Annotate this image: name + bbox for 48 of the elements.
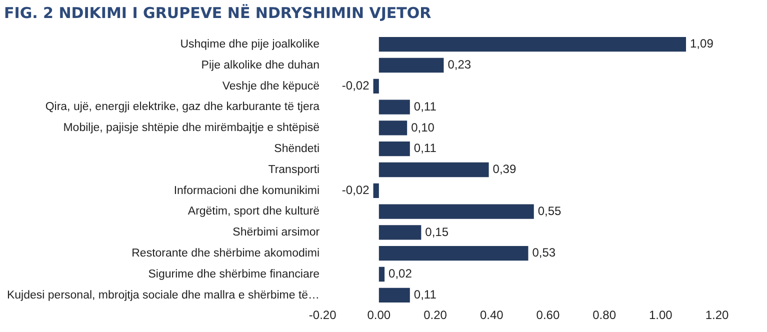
bar	[378, 246, 528, 261]
x-tick-label: 0.40	[480, 308, 504, 322]
bar	[378, 266, 385, 282]
bar	[373, 78, 379, 94]
bar	[378, 225, 422, 240]
y-tick-label: Informacioni dhe komunikimi	[174, 184, 320, 197]
y-tick-label: Restorante dhe shërbime akomodimi	[132, 248, 320, 260]
data-label: -0,02	[342, 78, 370, 92]
bar	[378, 204, 534, 219]
x-tick-label: 0.20	[424, 308, 448, 322]
bar	[378, 162, 489, 178]
chart-title: FIG. 2 NDIKIMI I GRUPEVE NË NDRYSHIMIN VJETOR	[3, 3, 432, 24]
bar	[378, 142, 410, 156]
y-tick-label: Shëndeti	[274, 143, 320, 156]
data-label: 1,09	[690, 36, 714, 51]
y-tick-label: Shërbimi arsimor	[232, 226, 320, 239]
bar	[378, 120, 408, 136]
data-label: 0,10	[411, 120, 435, 134]
data-label: 0,39	[492, 162, 516, 176]
y-tick-label: Argëtim, sport dhe kulturë	[188, 206, 320, 218]
data-label: -0,02	[342, 182, 370, 197]
x-tick-label: -0.20	[308, 308, 337, 322]
y-tick-label: Veshje dhe këpucë	[222, 80, 320, 92]
bar	[373, 183, 379, 198]
data-label: 0,11	[414, 99, 437, 114]
bar	[378, 58, 444, 73]
y-tick-label: Transporti	[268, 164, 320, 176]
x-tick-label: 0.80	[592, 308, 616, 322]
y-tick-label: Ushqime dhe pije joalkolike	[180, 38, 320, 51]
y-tick-label: Mobilje, pajisje shtëpie dhe mirëmbajtje e shtëpisë	[63, 122, 320, 134]
data-label: 0,02	[388, 266, 412, 281]
y-tick-label: Pije alkolike dhe duhan	[201, 59, 320, 72]
data-label: 0,15	[425, 224, 449, 239]
data-label: 0,23	[448, 58, 472, 72]
bar	[378, 288, 410, 302]
y-tick-label: Qira, ujë, energji elektrike, gaz dhe karburante të tjera	[45, 101, 320, 114]
x-tick-label: 0.60	[536, 308, 560, 322]
data-label: 0,55	[538, 204, 562, 218]
data-label: 0,53	[532, 246, 556, 260]
data-label: 0,11	[414, 287, 437, 302]
data-label: 0,11	[414, 141, 437, 156]
x-tick-label: 1.20	[705, 308, 729, 322]
x-tick-label: 0.00	[367, 308, 391, 322]
y-tick-label: Sigurime dhe shërbime financiare	[148, 268, 320, 280]
bar	[378, 37, 686, 52]
bar	[378, 100, 410, 114]
y-tick-label: Kujdesi personal, mbrojtja sociale dhe mallra e shërbime të…	[6, 289, 320, 302]
x-tick-label: 1.00	[648, 308, 673, 322]
